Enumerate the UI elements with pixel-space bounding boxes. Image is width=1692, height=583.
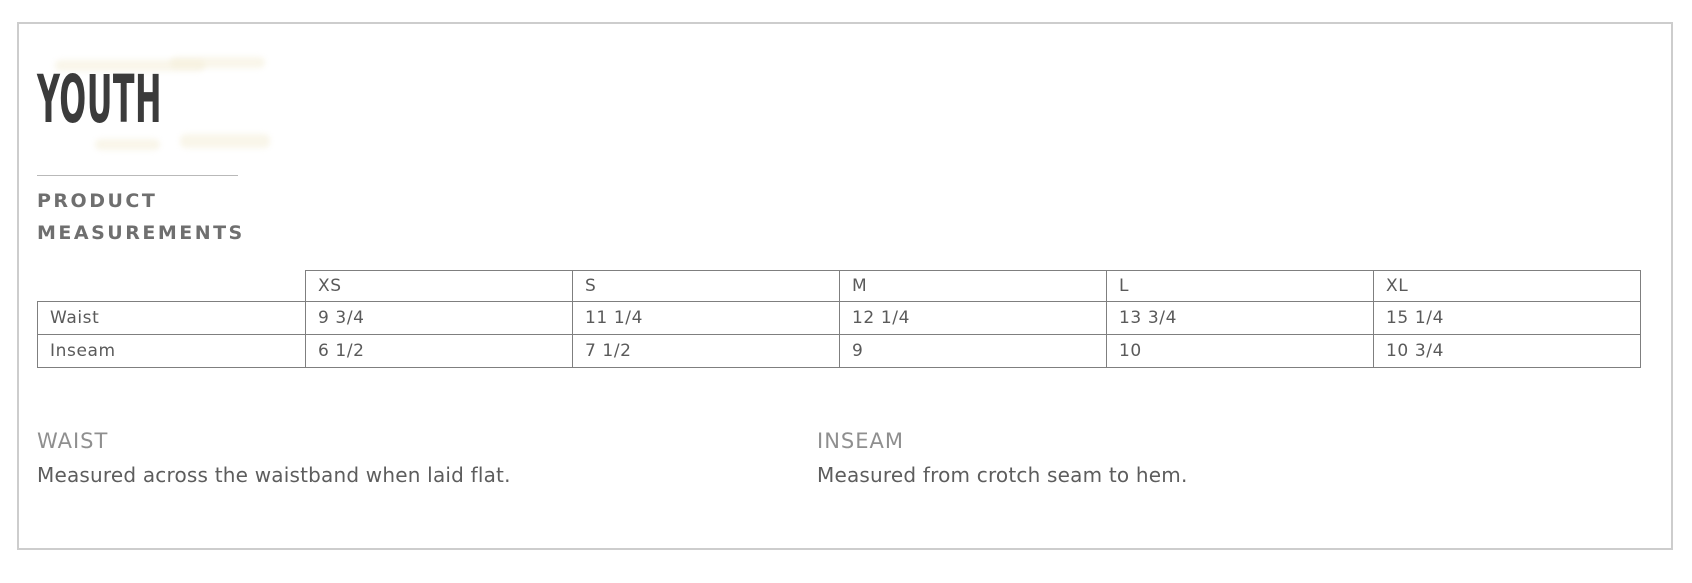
title-divider — [37, 175, 238, 176]
cell-waist-l: 13 3/4 — [1106, 301, 1374, 335]
section-heading-line-2: MEASUREMENTS — [37, 222, 245, 244]
cell-inseam-m: 9 — [839, 334, 1107, 368]
size-header-s: S — [572, 270, 840, 302]
section-heading: PRODUCT MEASUREMENTS — [37, 185, 1671, 249]
cell-waist-xs: 9 3/4 — [305, 301, 573, 335]
cell-waist-s: 11 1/4 — [572, 301, 840, 335]
size-header-m: M — [839, 270, 1107, 302]
size-header-row: XS S M L XL — [38, 270, 1641, 302]
definition-waist: WAIST Measured across the waistband when… — [37, 428, 817, 488]
cell-inseam-l: 10 — [1106, 334, 1374, 368]
definition-term-inseam: INSEAM — [817, 429, 904, 453]
highlight-artifact — [180, 134, 270, 148]
cell-waist-xl: 15 1/4 — [1373, 301, 1641, 335]
section-heading-line-1: PRODUCT — [37, 190, 158, 212]
size-header-xs: XS — [305, 270, 573, 302]
measurement-definitions: WAIST Measured across the waistband when… — [37, 428, 1671, 488]
definition-description-inseam: Measured from crotch seam to hem. — [817, 463, 1188, 487]
definition-inseam: INSEAM Measured from crotch seam to hem. — [817, 428, 1188, 488]
highlight-artifact — [170, 57, 265, 68]
size-guide-panel: YOUTH PRODUCT MEASUREMENTS XS S M L XL — [17, 22, 1673, 550]
table-row-inseam: Inseam 6 1/2 7 1/2 9 10 10 3/4 — [37, 334, 1641, 368]
cell-inseam-s: 7 1/2 — [572, 334, 840, 368]
definition-term-waist: WAIST — [37, 429, 109, 453]
row-label-waist: Waist — [37, 301, 306, 335]
cell-inseam-xs: 6 1/2 — [305, 334, 573, 368]
cell-inseam-xl: 10 3/4 — [1373, 334, 1641, 368]
highlight-artifact — [95, 139, 160, 150]
size-header-xl: XL — [1373, 270, 1641, 302]
size-header-l: L — [1106, 270, 1374, 302]
row-label-inseam: Inseam — [37, 334, 306, 368]
cell-waist-m: 12 1/4 — [839, 301, 1107, 335]
definition-description-waist: Measured across the waistband when laid … — [37, 463, 511, 487]
corner-cell — [38, 271, 306, 302]
measurements-table: XS S M L XL Waist 9 3/4 11 1/4 12 1/4 13… — [37, 270, 1641, 368]
table-row-waist: Waist 9 3/4 11 1/4 12 1/4 13 3/4 15 1/4 — [37, 301, 1641, 335]
page-title: YOUTH — [37, 61, 162, 138]
